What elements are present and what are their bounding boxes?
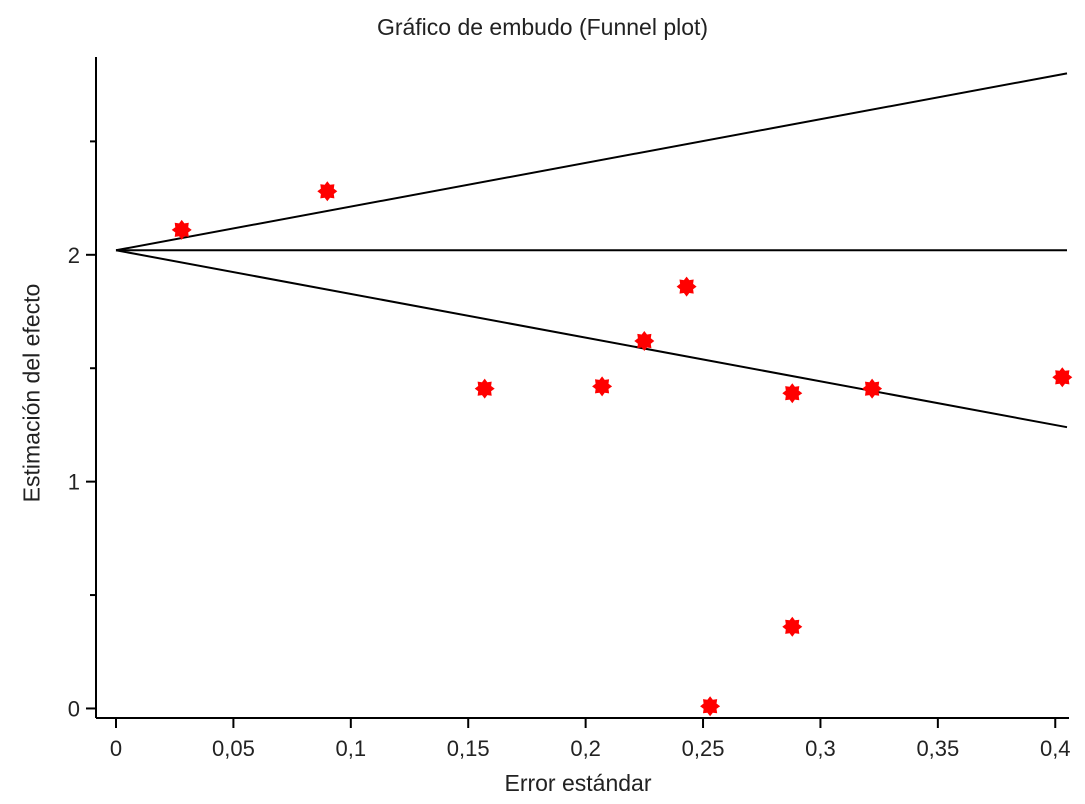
data-point — [171, 219, 192, 240]
x-tick-label: 0,15 — [447, 736, 490, 761]
axes: 0 0,05 0,1 0,15 0,2 0,25 0,3 0,35 0,4 0 1 2 — [68, 57, 1071, 761]
data-point — [862, 378, 883, 399]
data-point — [1052, 367, 1073, 388]
y-tick-label: 2 — [68, 243, 80, 268]
chart-title: Gráfico de embudo (Funnel plot) — [376, 14, 709, 40]
reference-line-upper-limit — [115, 72, 1068, 252]
data-point — [782, 616, 803, 637]
x-tick-label: 0,05 — [212, 736, 255, 761]
reference-line-lower-limit — [115, 249, 1068, 429]
data-point — [634, 331, 655, 351]
reference-lines — [115, 72, 1068, 429]
x-tick-label: 0,1 — [336, 736, 367, 761]
y-tick-label: 0 — [68, 696, 80, 721]
data-point — [474, 378, 495, 399]
data-point — [676, 276, 697, 297]
x-tick-label: 0,35 — [916, 736, 959, 761]
x-tick-label: 0,3 — [805, 736, 836, 761]
x-axis-label: Error estándar — [504, 770, 652, 796]
y-axis-label: Estimación del efecto — [18, 283, 45, 503]
data-point — [782, 383, 803, 404]
y-tick-label: 1 — [68, 470, 80, 495]
x-tick-label: 0,4 — [1040, 736, 1071, 761]
data-point — [592, 376, 613, 397]
data-point — [700, 696, 721, 717]
x-tick-label: 0,25 — [682, 736, 725, 761]
data-points — [171, 181, 1073, 717]
data-point — [317, 181, 338, 202]
x-tick-label: 0,2 — [570, 736, 601, 761]
x-tick-label: 0 — [110, 736, 122, 761]
